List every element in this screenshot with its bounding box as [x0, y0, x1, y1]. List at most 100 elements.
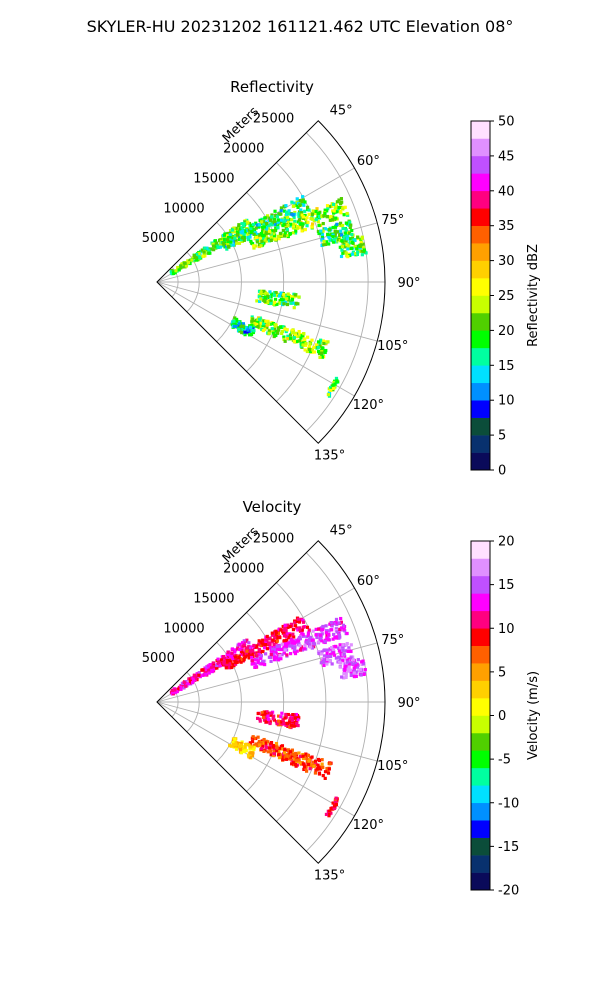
- echo-pixel: [215, 666, 219, 670]
- echo-pixel: [284, 644, 289, 649]
- echo-pixel: [349, 223, 353, 227]
- echo-pixel: [337, 234, 342, 239]
- echo-pixel: [325, 209, 329, 213]
- echo-pixel: [334, 617, 339, 622]
- echo-pixel: [342, 627, 346, 631]
- echo-pixel: [274, 741, 279, 746]
- echo-pixel: [279, 715, 283, 719]
- colorbar-tick-label: 5: [498, 429, 506, 444]
- echo-pixel: [260, 241, 264, 245]
- echo-pixel: [281, 325, 285, 329]
- echo-pixel: [291, 628, 296, 632]
- echo-pixel: [186, 259, 190, 263]
- echo-pixel: [249, 224, 254, 228]
- echo-pixel: [327, 812, 331, 817]
- echo-pixel: [272, 752, 276, 756]
- echo-pixel: [230, 665, 234, 669]
- echo-pixel: [279, 628, 283, 632]
- echo-pixel: [283, 748, 287, 752]
- colorbar-tick-label: 45: [498, 149, 515, 164]
- colorbar-segment: [471, 872, 490, 891]
- echo-pixel: [314, 209, 318, 214]
- echo-pixel: [225, 245, 229, 249]
- echo-pixel: [328, 659, 332, 664]
- echo-pixel: [339, 620, 343, 624]
- echo-pixel: [353, 664, 358, 668]
- echo-pixel: [294, 751, 298, 756]
- echo-pixel: [320, 758, 324, 762]
- echo-pixel: [318, 635, 323, 639]
- echo-pixel: [335, 210, 339, 214]
- echo-pixel: [226, 234, 230, 238]
- echo-pixel: [197, 671, 201, 675]
- echo-pixel: [315, 207, 319, 211]
- echo-pixel: [316, 763, 320, 767]
- echo-pixel: [323, 640, 327, 644]
- echo-pixel: [268, 744, 272, 748]
- echo-pixel: [288, 633, 292, 637]
- echo-pixel: [279, 722, 283, 726]
- echo-pixel: [345, 237, 349, 241]
- echo-pixel: [356, 235, 360, 239]
- echo-pixel: [348, 253, 352, 258]
- echo-pixel: [261, 638, 265, 642]
- echo-pixel: [362, 250, 366, 254]
- echo-pixel: [333, 229, 338, 233]
- echo-pixel: [276, 331, 280, 335]
- echo-pixel: [341, 645, 345, 649]
- echo-pixel: [351, 238, 355, 242]
- echo-pixel: [290, 718, 295, 723]
- echo-pixel: [179, 685, 183, 689]
- colorbar-segment: [471, 645, 490, 664]
- range-tick-label: 10000: [163, 621, 204, 636]
- echo-pixel: [265, 647, 270, 651]
- echo-pixel: [269, 740, 274, 745]
- echo-pixel: [191, 678, 196, 683]
- echo-pixel: [216, 661, 220, 665]
- echo-pixel: [284, 223, 288, 227]
- echo-pixel: [311, 209, 315, 213]
- echo-pixel: [277, 723, 281, 727]
- echo-pixel: [310, 646, 314, 650]
- echo-pixel: [284, 714, 288, 718]
- echo-pixel: [259, 656, 263, 660]
- echo-pixel: [242, 222, 246, 226]
- echo-pixel: [301, 195, 305, 199]
- echo-pixel: [215, 241, 219, 245]
- echo-pixel: [293, 210, 297, 215]
- echo-pixel: [300, 340, 304, 344]
- echo-pixel: [276, 218, 280, 222]
- echo-pixel: [323, 350, 327, 355]
- echo-pixel: [283, 231, 287, 235]
- echo-pixel: [265, 638, 269, 642]
- echo-pixel: [231, 243, 235, 247]
- echo-pixel: [285, 328, 289, 332]
- echo-pixel: [260, 660, 265, 664]
- echo-pixel: [355, 252, 359, 256]
- echo-pixel: [255, 223, 260, 227]
- echo-pixel: [264, 739, 268, 743]
- echo-pixel: [227, 245, 231, 249]
- colorbar-segment: [471, 820, 490, 838]
- echo-pixel: [245, 228, 250, 233]
- echo-pixel: [322, 239, 326, 244]
- echo-pixel: [257, 295, 261, 299]
- figure-title: SKYLER-HU 20231202 161121.462 UTC Elevat…: [87, 17, 514, 36]
- echo-pixel: [252, 244, 256, 248]
- echo-pixel: [245, 649, 249, 653]
- echo-pixel: [266, 740, 270, 744]
- echo-pixel: [262, 233, 266, 237]
- echo-pixel: [177, 268, 181, 272]
- echo-pixel: [332, 238, 336, 242]
- echo-pixel: [180, 681, 184, 685]
- echo-pixel: [287, 636, 291, 640]
- echo-pixel: [318, 338, 323, 342]
- echo-pixel: [248, 649, 253, 653]
- echo-pixel: [298, 628, 302, 632]
- echo-pixel: [173, 271, 177, 275]
- echo-cell: [255, 710, 301, 730]
- echo-pixel: [270, 327, 274, 331]
- echo-pixel: [237, 327, 241, 331]
- echo-pixel: [310, 755, 314, 759]
